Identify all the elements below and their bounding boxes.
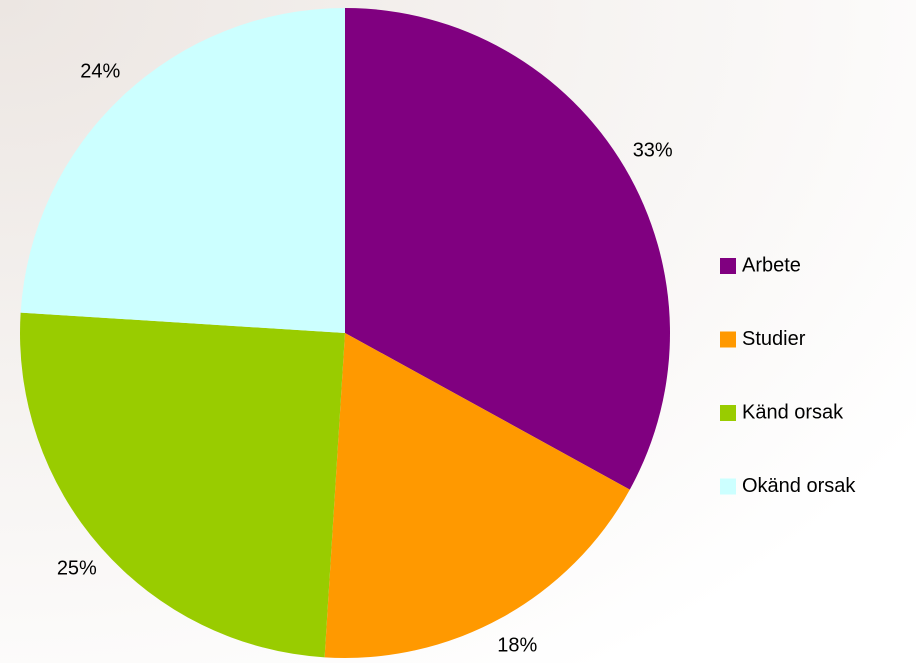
pie-slice (20, 8, 345, 333)
pie-slice (345, 8, 671, 490)
data-label: 25% (57, 558, 97, 580)
pie-slice (19, 312, 345, 658)
legend-label: Studier (742, 328, 806, 350)
legend-label: Okänd orsak (742, 475, 856, 497)
data-label: 18% (497, 635, 537, 657)
legend-swatch (720, 405, 736, 421)
legend-swatch (720, 331, 736, 348)
data-label: 24% (80, 61, 120, 83)
legend-swatch (720, 478, 736, 495)
legend-swatch (720, 258, 736, 274)
data-label: 33% (633, 139, 673, 161)
legend-label: Känd orsak (742, 401, 844, 423)
pie-slice (324, 333, 630, 658)
legend-label: Arbete (742, 254, 801, 276)
